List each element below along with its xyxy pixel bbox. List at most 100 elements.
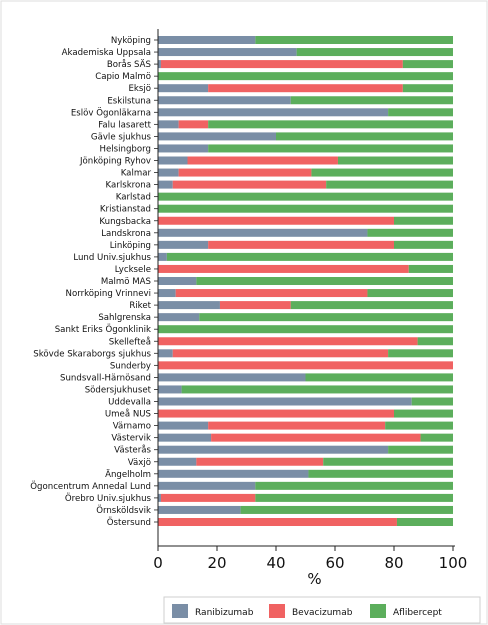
bar-segment-aflibercept-18 [166,252,453,261]
category-label: Linköping [110,241,151,251]
category-label: Karlstad [116,193,151,203]
category-label: Falu lasarett [98,120,151,130]
bar-segment-ranibizumab-9 [158,144,209,153]
category-label: Capio Malmö [95,72,151,82]
bar-segment-aflibercept-34 [388,445,453,454]
category-label: Örebro Univ.sjukhus [65,493,152,504]
bar-segment-bevacizumab-19 [158,264,409,273]
bar-segment-aflibercept-30 [411,397,453,406]
bar-segment-aflibercept-29 [181,385,453,394]
bar-segment-aflibercept-25 [417,337,453,346]
x-tick-label: 20 [207,554,226,572]
bar-segment-aflibercept-26 [388,349,453,358]
bar-segment-bevacizumab-38 [160,493,256,502]
bar-segment-bevacizumab-2 [160,60,403,69]
legend-swatch-bevacizumab [269,604,285,618]
legend-label-ranibizumab: Ranibizumab [195,608,254,618]
category-label: Sundsvall-Härnösand [60,373,151,383]
bar-segment-bevacizumab-35 [196,457,324,466]
bar-segment-ranibizumab-11 [158,168,179,177]
category-label: Örnsköldsvik [96,505,151,516]
bar-segment-bevacizumab-11 [178,168,312,177]
category-label: Eksjö [128,84,151,94]
bar-segment-ranibizumab-1 [158,48,297,57]
category-label: Skellefteå [109,336,151,347]
bar-segment-bevacizumab-7 [178,120,209,129]
bar-segment-aflibercept-5 [290,96,453,105]
x-tick-label: 100 [439,554,468,572]
category-label: Växjö [128,458,151,468]
category-label: Västerås [114,445,151,456]
bar-segment-bevacizumab-26 [172,349,389,358]
legend-label-bevacizumab: Bevacizumab [292,608,353,618]
category-label: Kristianstad [100,205,151,215]
bar-segment-aflibercept-19 [408,264,453,273]
category-label: Ängelholm [105,469,151,480]
category-label: Karlskrona [106,181,151,191]
bar-segment-aflibercept-0 [255,36,453,44]
bar-segment-aflibercept-40 [396,518,453,526]
category-label: Helsingborg [100,144,151,154]
category-label: Jönköping Ryhov [79,157,151,167]
bar-segment-aflibercept-20 [196,277,453,285]
bar-segment-ranibizumab-32 [158,421,209,430]
category-label: Landskrona [101,229,151,239]
bar-segment-bevacizumab-25 [158,337,418,346]
bar-segment-aflibercept-6 [388,108,453,117]
bar-segment-aflibercept-16 [367,228,453,237]
bar-segment-aflibercept-36 [308,469,453,478]
x-tick-label: 40 [266,554,285,572]
bar-segment-aflibercept-14 [158,204,453,213]
bar-segment-ranibizumab-12 [158,180,173,189]
bar-segment-ranibizumab-26 [158,349,173,358]
category-label: Borås SÄS [107,59,151,70]
bar-segment-aflibercept-22 [290,301,453,310]
bar-segment-ranibizumab-30 [158,397,412,406]
category-label: Gävle sjukhus [91,132,152,142]
bar-segment-ranibizumab-39 [158,505,241,514]
bar-segment-ranibizumab-34 [158,445,389,454]
legend-label-aflibercept: Aflibercept [393,608,442,618]
bar-segment-aflibercept-35 [323,457,453,466]
bar-segment-aflibercept-1 [296,48,453,57]
category-label: Norrköping Vrinnevi [66,289,151,299]
category-label: Lund Univ.sjukhus [73,253,151,263]
bar-segment-aflibercept-32 [385,421,453,430]
category-label: Eslöv Ögonläkarna [71,107,151,118]
category-label: Västervik [111,434,151,444]
bar-segment-ranibizumab-17 [158,240,209,249]
bar-segment-ranibizumab-7 [158,120,179,129]
bar-segment-bevacizumab-12 [172,180,327,189]
bar-segment-ranibizumab-33 [158,433,212,442]
bar-segment-aflibercept-24 [158,325,453,334]
bar-segment-ranibizumab-6 [158,108,389,117]
bar-segment-bevacizumab-15 [158,216,394,225]
bar-segment-ranibizumab-0 [158,36,256,44]
category-label: Lycksele [115,265,151,275]
bar-segment-ranibizumab-22 [158,301,220,310]
bar-segment-aflibercept-8 [276,132,453,141]
category-label: Riket [129,301,151,311]
x-tick-label: 60 [325,554,344,572]
bar-segment-ranibizumab-5 [158,96,291,105]
category-label: Sankt Eriks Ögonklinik [55,324,151,335]
bar-segment-aflibercept-21 [367,289,453,298]
bar-segment-aflibercept-15 [394,216,453,225]
bar-segment-aflibercept-2 [402,60,453,69]
category-label: Uddevalla [108,398,151,408]
category-label: Malmö MAS [101,277,151,287]
axes-group: 0 20 40 60 80 100% [153,28,468,588]
bar-segment-bevacizumab-21 [175,289,368,298]
bar-segment-ranibizumab-2 [158,60,161,69]
bar-segment-bevacizumab-27 [158,361,453,370]
bar-segment-aflibercept-7 [208,120,453,129]
bar-segment-aflibercept-3 [158,72,453,81]
bar-segment-aflibercept-38 [255,493,453,502]
category-label: Södersjukhuset [85,385,152,395]
x-axis-title: % [307,570,321,588]
category-label: Kungsbacka [99,217,151,227]
category-label: Sunderby [110,361,151,371]
